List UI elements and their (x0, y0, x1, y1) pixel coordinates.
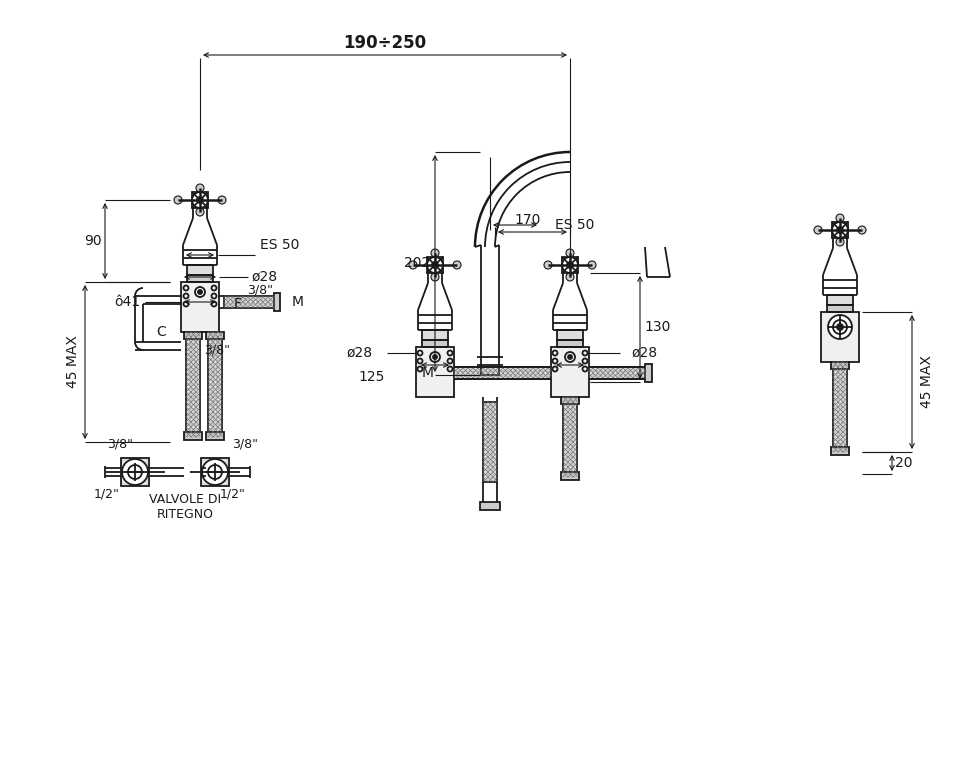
Circle shape (202, 459, 228, 485)
Circle shape (453, 261, 461, 269)
Circle shape (837, 324, 843, 330)
Bar (589, 367, 645, 379)
Bar (557, 330, 583, 340)
Text: M: M (292, 295, 304, 309)
Bar (831, 362, 849, 369)
Bar (562, 257, 578, 273)
Circle shape (174, 196, 182, 204)
Bar (563, 397, 577, 477)
Text: M: M (422, 366, 434, 380)
Bar (416, 347, 454, 397)
Bar (454, 367, 551, 379)
Bar (184, 332, 202, 339)
Text: ES 50: ES 50 (260, 238, 299, 252)
Bar (483, 402, 497, 482)
Circle shape (836, 214, 844, 222)
Bar (557, 340, 583, 347)
Text: 20: 20 (895, 456, 913, 470)
Bar (833, 362, 847, 452)
Text: 3/8": 3/8" (204, 343, 230, 356)
Circle shape (196, 208, 204, 216)
Text: ES 50: ES 50 (555, 218, 594, 232)
Circle shape (218, 196, 226, 204)
Bar (187, 275, 213, 282)
Text: 90: 90 (84, 234, 102, 248)
Circle shape (432, 262, 438, 268)
Circle shape (836, 238, 844, 246)
Bar (184, 432, 202, 440)
Circle shape (409, 261, 417, 269)
Bar (206, 332, 224, 339)
Text: 202: 202 (404, 256, 430, 270)
Bar (831, 447, 849, 455)
Circle shape (544, 261, 552, 269)
Circle shape (433, 355, 437, 359)
Bar (181, 282, 219, 332)
Bar (224, 296, 274, 308)
Bar (224, 296, 274, 308)
Bar (827, 305, 853, 312)
Text: 1/2": 1/2" (94, 488, 120, 501)
Circle shape (588, 261, 596, 269)
Text: ø28: ø28 (632, 346, 658, 360)
Bar (483, 402, 497, 482)
Circle shape (567, 262, 573, 268)
Circle shape (566, 273, 574, 281)
Text: 130: 130 (645, 320, 671, 334)
Text: F: F (234, 297, 242, 311)
Bar (201, 458, 229, 486)
Text: 170: 170 (515, 213, 541, 227)
Circle shape (828, 315, 852, 339)
Circle shape (568, 355, 572, 359)
Bar (422, 330, 448, 340)
Circle shape (814, 226, 822, 234)
Bar (187, 265, 213, 275)
Bar (827, 295, 853, 305)
Bar (832, 222, 848, 238)
Bar (208, 332, 222, 437)
Text: ø28: ø28 (252, 270, 278, 284)
Circle shape (197, 197, 203, 203)
Circle shape (198, 290, 202, 294)
Bar (833, 362, 847, 452)
Bar (563, 397, 577, 477)
Circle shape (837, 227, 843, 233)
Circle shape (566, 249, 574, 257)
Bar (186, 332, 200, 437)
Bar (561, 472, 579, 480)
Bar (454, 367, 551, 379)
Bar (121, 458, 149, 486)
Text: 1/2": 1/2" (220, 488, 246, 501)
Bar (192, 192, 208, 208)
Circle shape (431, 273, 439, 281)
Bar (821, 312, 859, 362)
Bar (589, 367, 645, 379)
Text: 45 MAX: 45 MAX (920, 356, 934, 408)
Bar (274, 293, 280, 311)
Circle shape (858, 226, 866, 234)
Text: ø28: ø28 (347, 346, 373, 360)
Text: ô41: ô41 (114, 295, 140, 309)
Bar (551, 347, 589, 397)
Circle shape (122, 459, 148, 485)
Bar (480, 502, 500, 510)
Text: C: C (156, 325, 166, 339)
Text: VALVOLE DI
RITEGNO: VALVOLE DI RITEGNO (149, 493, 221, 521)
Bar (645, 364, 652, 382)
Bar (427, 257, 443, 273)
Bar (208, 332, 222, 437)
Text: 3/8": 3/8" (247, 284, 273, 297)
Circle shape (431, 249, 439, 257)
Circle shape (196, 184, 204, 192)
Bar (422, 340, 448, 347)
Text: 190÷250: 190÷250 (344, 34, 427, 52)
Text: 3/8": 3/8" (107, 437, 133, 450)
Bar (186, 332, 200, 437)
Bar (206, 432, 224, 440)
Text: 45 MAX: 45 MAX (66, 336, 80, 388)
Text: 125: 125 (359, 370, 385, 384)
Bar (561, 397, 579, 404)
Text: 3/8": 3/8" (232, 437, 258, 450)
